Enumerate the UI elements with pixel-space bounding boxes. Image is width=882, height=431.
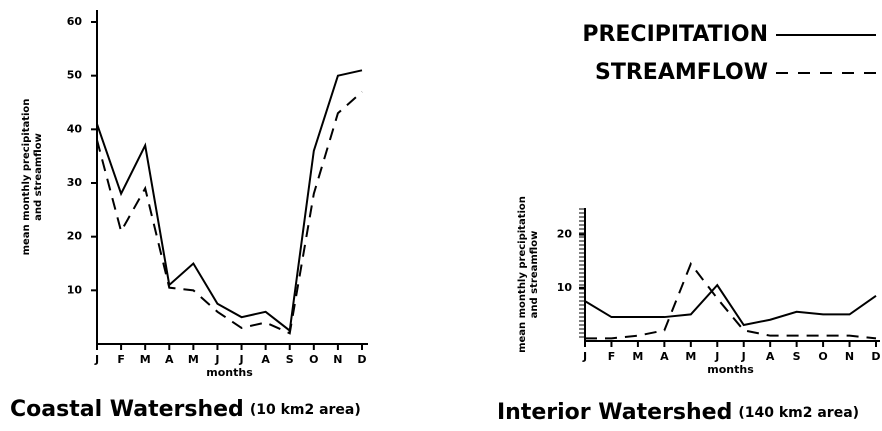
x-tick-label: A: [165, 353, 174, 366]
x-tick-label: J: [714, 350, 719, 363]
x-tick-label: A: [766, 350, 775, 363]
y-tick-label: 30: [67, 176, 83, 189]
chart-title: Coastal Watershed (10 km2 area): [10, 397, 361, 422]
x-tick-label: J: [238, 353, 243, 366]
y-axis-label: and streamflow: [33, 133, 44, 221]
line-series: [96, 69, 363, 333]
x-tick-label: A: [660, 350, 669, 363]
y-tick-label: 20: [557, 228, 573, 241]
x-tick-label: M: [140, 353, 151, 366]
y-tick-label: 40: [67, 122, 83, 135]
y-tick-label: 10: [67, 283, 83, 296]
line-series: [584, 283, 877, 327]
legend-label: STREAMFLOW: [595, 60, 768, 85]
x-tick-label: D: [871, 350, 880, 363]
x-tick-label: J: [214, 353, 219, 366]
y-tick-label: 20: [67, 230, 83, 243]
y-tick-label: 50: [67, 69, 83, 82]
title: Interior Watershed: [497, 400, 732, 425]
line-series: [585, 261, 877, 340]
x-tick-label: A: [261, 353, 270, 366]
x-tick-label: O: [818, 350, 827, 363]
title: Coastal Watershed: [10, 397, 244, 422]
x-tick-label: N: [333, 353, 342, 366]
subtitle: (10 km2 area): [250, 402, 361, 418]
x-tick-label: N: [845, 350, 854, 363]
y-tick-label: 10: [557, 281, 573, 294]
x-tick-label: J: [582, 350, 587, 363]
x-tick-label: O: [309, 353, 318, 366]
legend-label: PRECIPITATION: [582, 22, 768, 47]
x-tick-label: M: [685, 350, 696, 363]
x-tick-label: S: [793, 350, 801, 363]
x-tick-label: F: [117, 353, 125, 366]
x-tick-label: J: [741, 350, 746, 363]
x-axis-label: months: [206, 366, 253, 379]
x-tick-label: D: [357, 353, 366, 366]
chart-title: Interior Watershed (140 km2 area): [497, 400, 859, 425]
y-axis-label: and streamflow: [529, 231, 540, 319]
line-series: [96, 91, 363, 335]
x-tick-label: S: [286, 353, 294, 366]
y-axis-label: mean monthly precipitation: [517, 196, 528, 353]
y-tick-label: 60: [67, 15, 83, 28]
x-tick-label: M: [632, 350, 643, 363]
x-tick-label: F: [608, 350, 616, 363]
x-tick-label: J: [94, 353, 99, 366]
x-tick-label: M: [188, 353, 199, 366]
y-axis-label: mean monthly precipitation: [21, 99, 32, 256]
subtitle: (140 km2 area): [738, 405, 859, 421]
x-axis-label: months: [707, 363, 754, 376]
